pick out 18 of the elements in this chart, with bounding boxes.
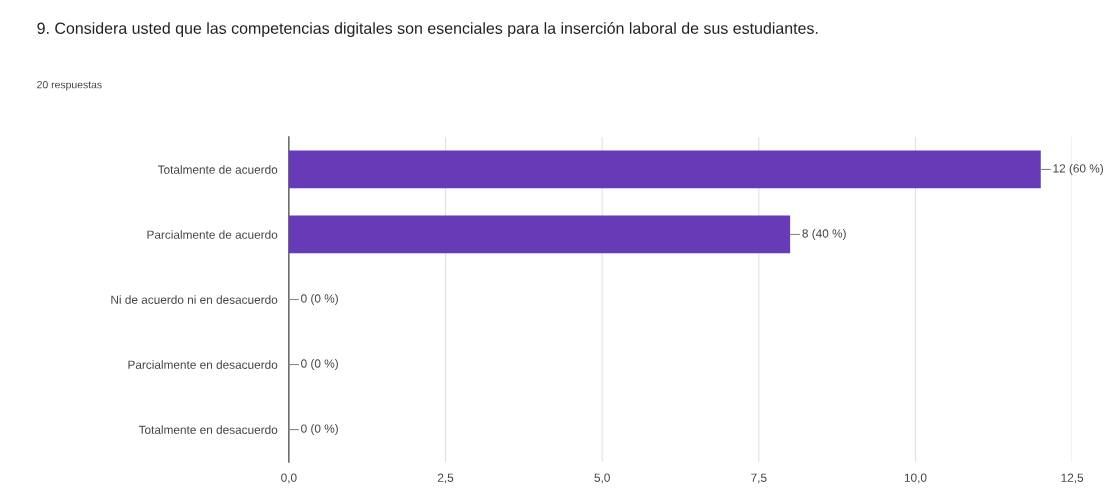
x-tick-label: 0,0: [281, 473, 297, 484]
x-tick-label: 7,5: [751, 473, 767, 484]
x-tick-label: 10,0: [904, 473, 927, 484]
y-tick-label: Ni de acuerdo ni en desacuerdo: [111, 295, 278, 304]
data-label: 0 (0 %): [301, 359, 338, 371]
data-label: 0 (0 %): [301, 424, 338, 436]
y-tick-label: Totalmente de acuerdo: [157, 165, 278, 174]
x-tick-label: 2,5: [437, 473, 454, 484]
x-tick-label: 5,0: [594, 473, 610, 484]
x-tick-label: 12,5: [1061, 473, 1084, 484]
y-tick-label: Totalmente en desacuerdo: [138, 425, 278, 434]
chart-title: 9. Considera usted que las competencias digitales son esenciales para la inserción laboral de sus estudiantes.: [37, 22, 818, 38]
y-tick-label: Parcialmente de acuerdo: [147, 230, 278, 239]
data-label: 0 (0 %): [301, 294, 338, 306]
y-tick-label: Parcialmente en desacuerdo: [128, 360, 278, 369]
text: 20 respuestas: [37, 80, 102, 91]
data-label: 12 (60 %): [1053, 163, 1103, 175]
data-label: 8 (40 %): [802, 228, 846, 240]
